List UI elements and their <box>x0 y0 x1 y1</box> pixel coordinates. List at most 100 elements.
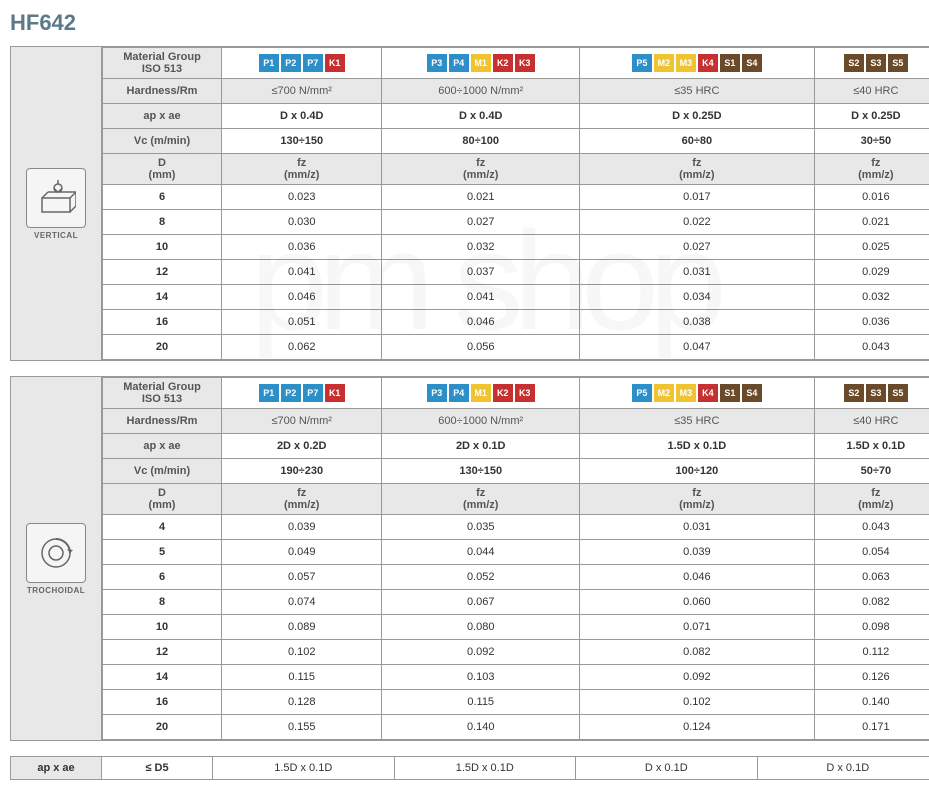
fz-value: 0.036 <box>222 235 382 260</box>
material-badge: P3 <box>427 384 447 402</box>
material-badge: S3 <box>866 54 886 72</box>
diameter-cell: 5 <box>103 540 222 565</box>
fz-value: 0.038 <box>579 310 814 335</box>
d-label: D(mm) <box>103 484 222 515</box>
fz-value: 0.128 <box>222 690 382 715</box>
data-table: Material GroupISO 513P1P2P7K1P3P4M1K2K3P… <box>102 377 929 740</box>
hardness-val: 600÷1000 N/mm² <box>382 79 580 104</box>
material-badge: P1 <box>259 384 279 402</box>
fz-value: 0.036 <box>814 310 929 335</box>
fz-value: 0.067 <box>382 590 580 615</box>
trochoidal-icon <box>26 523 86 583</box>
data-block: VERTICALMaterial GroupISO 513P1P2P7K1P3P… <box>10 46 929 361</box>
fz-value: 0.046 <box>382 310 580 335</box>
fz-value: 0.041 <box>222 260 382 285</box>
material-badge: K2 <box>493 54 513 72</box>
diameter-cell: 14 <box>103 665 222 690</box>
fz-value: 0.047 <box>579 335 814 360</box>
vc-val: 100÷120 <box>579 459 814 484</box>
fz-value: 0.017 <box>579 185 814 210</box>
hardness-val: ≤700 N/mm² <box>222 79 382 104</box>
material-badge: P4 <box>449 384 469 402</box>
material-badge: K1 <box>325 54 345 72</box>
fz-value: 0.037 <box>382 260 580 285</box>
apae-val: D x 0.4D <box>222 104 382 129</box>
diameter-cell: 6 <box>103 565 222 590</box>
material-badge: K2 <box>493 384 513 402</box>
fz-value: 0.062 <box>222 335 382 360</box>
vc-val: 190÷230 <box>222 459 382 484</box>
material-badge: M2 <box>654 54 674 72</box>
icon-column: VERTICAL <box>11 47 102 360</box>
hardness-val: 600÷1000 N/mm² <box>382 409 580 434</box>
diameter-cell: 10 <box>103 615 222 640</box>
apae-val: 1.5D x 0.1D <box>579 434 814 459</box>
diameter-cell: 16 <box>103 690 222 715</box>
fz-value: 0.171 <box>814 715 929 740</box>
diameter-cell: 4 <box>103 515 222 540</box>
vc-val: 50÷70 <box>814 459 929 484</box>
apae-val: D x 0.25D <box>814 104 929 129</box>
hardness-label: Hardness/Rm <box>103 409 222 434</box>
apae-val: 2D x 0.1D <box>382 434 580 459</box>
fz-value: 0.082 <box>579 640 814 665</box>
fz-value: 0.098 <box>814 615 929 640</box>
page-title: HF642 <box>10 10 929 36</box>
fz-value: 0.102 <box>579 690 814 715</box>
material-badge: S2 <box>844 384 864 402</box>
vertical-icon <box>26 168 86 228</box>
footer-val: 1.5D x 0.1D <box>213 757 395 779</box>
hardness-val: ≤40 HRC <box>814 79 929 104</box>
fz-value: 0.092 <box>382 640 580 665</box>
fz-value: 0.089 <box>222 615 382 640</box>
material-badge: P1 <box>259 54 279 72</box>
material-badge: P7 <box>303 384 323 402</box>
fz-value: 0.103 <box>382 665 580 690</box>
diameter-cell: 6 <box>103 185 222 210</box>
material-badge: P7 <box>303 54 323 72</box>
vc-label: Vc (m/min) <box>103 129 222 154</box>
fz-value: 0.057 <box>222 565 382 590</box>
diameter-cell: 8 <box>103 210 222 235</box>
hardness-val: ≤35 HRC <box>579 79 814 104</box>
fz-value: 0.080 <box>382 615 580 640</box>
apae-val: 2D x 0.2D <box>222 434 382 459</box>
fz-value: 0.056 <box>382 335 580 360</box>
fz-value: 0.016 <box>814 185 929 210</box>
fz-value: 0.043 <box>814 515 929 540</box>
fz-value: 0.115 <box>222 665 382 690</box>
fz-label: fz(mm/z) <box>814 484 929 515</box>
vc-val: 60÷80 <box>579 129 814 154</box>
material-group-label: Material GroupISO 513 <box>103 378 222 409</box>
fz-label: fz(mm/z) <box>382 154 580 185</box>
fz-value: 0.102 <box>222 640 382 665</box>
fz-value: 0.046 <box>222 285 382 310</box>
fz-value: 0.023 <box>222 185 382 210</box>
fz-value: 0.112 <box>814 640 929 665</box>
fz-value: 0.021 <box>382 185 580 210</box>
fz-value: 0.054 <box>814 540 929 565</box>
badges-cell: S2S3S5 <box>814 378 929 409</box>
hardness-val: ≤35 HRC <box>579 409 814 434</box>
material-badge: S4 <box>742 54 762 72</box>
icon-label: TROCHOIDAL <box>27 586 85 595</box>
badges-cell: P5M2M3K4S1S4 <box>579 378 814 409</box>
footer-label: ap x ae <box>11 757 102 779</box>
footer-val: D x 0.1D <box>576 757 758 779</box>
material-badge: S4 <box>742 384 762 402</box>
fz-value: 0.115 <box>382 690 580 715</box>
fz-label: fz(mm/z) <box>222 154 382 185</box>
material-badge: P2 <box>281 384 301 402</box>
material-badge: P5 <box>632 54 652 72</box>
fz-value: 0.074 <box>222 590 382 615</box>
fz-label: fz(mm/z) <box>579 484 814 515</box>
fz-value: 0.046 <box>579 565 814 590</box>
diameter-cell: 12 <box>103 640 222 665</box>
badges-cell: P1P2P7K1 <box>222 378 382 409</box>
fz-value: 0.041 <box>382 285 580 310</box>
diameter-cell: 20 <box>103 715 222 740</box>
fz-value: 0.082 <box>814 590 929 615</box>
d-label: D(mm) <box>103 154 222 185</box>
fz-value: 0.140 <box>382 715 580 740</box>
vc-val: 130÷150 <box>382 459 580 484</box>
